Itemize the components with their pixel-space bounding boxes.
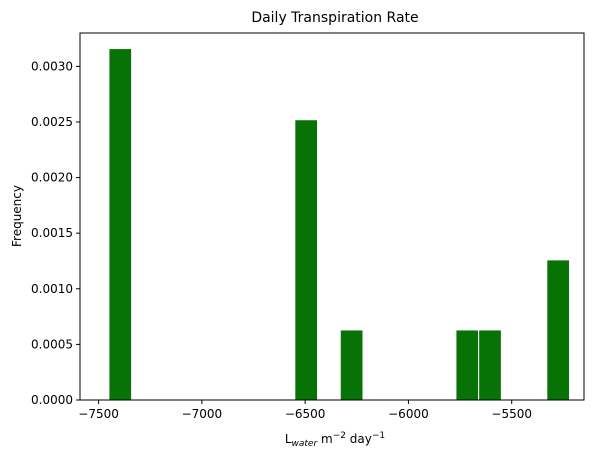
- y-tick-label: 0.0015: [31, 226, 73, 240]
- x-axis-label: Lwater m−2 day−1: [285, 431, 385, 449]
- plot-frame: [79, 32, 585, 401]
- y-tick-label: 0.0010: [31, 282, 73, 296]
- y-axis-label: Frequency: [10, 185, 24, 247]
- x-axis-label-mid: m: [317, 432, 333, 446]
- y-axis-ticks: 0.0000 0.0005 0.0010 0.0015 0.0020 0.0025 0.00…: [31, 59, 80, 407]
- y-tick-label: 0.0030: [31, 59, 73, 73]
- chart-title: Daily Transpiration Rate: [251, 10, 418, 26]
- histogram-bar-4: [478, 329, 502, 401]
- x-tick-label: −6500: [285, 407, 326, 421]
- histogram-bar-1: [294, 119, 319, 401]
- histogram-bar-5: [546, 259, 571, 401]
- bars-group: [108, 48, 571, 401]
- x-tick-label: −5500: [491, 407, 532, 421]
- y-tick-label: 0.0000: [31, 393, 73, 407]
- x-tick-label: −6000: [388, 407, 429, 421]
- histogram-bar-3: [455, 329, 480, 401]
- x-axis-label-sub: water: [292, 439, 319, 449]
- y-tick-label: 0.0020: [31, 171, 73, 185]
- x-axis-label-end: day: [346, 432, 372, 446]
- x-axis-ticks: −7500 −7000 −6500 −6000 −5500: [78, 400, 532, 421]
- x-axis-label-sup2: −1: [372, 431, 385, 441]
- x-tick-label: −7500: [78, 407, 119, 421]
- y-tick-label: 0.0005: [31, 337, 73, 351]
- x-axis-label-base: L: [285, 432, 292, 446]
- histogram-bar-0: [108, 48, 133, 401]
- x-axis-label-sup1: −2: [333, 431, 346, 441]
- x-tick-label: −7000: [182, 407, 223, 421]
- y-tick-label: 0.0025: [31, 115, 73, 129]
- histogram-bar-2: [339, 329, 364, 401]
